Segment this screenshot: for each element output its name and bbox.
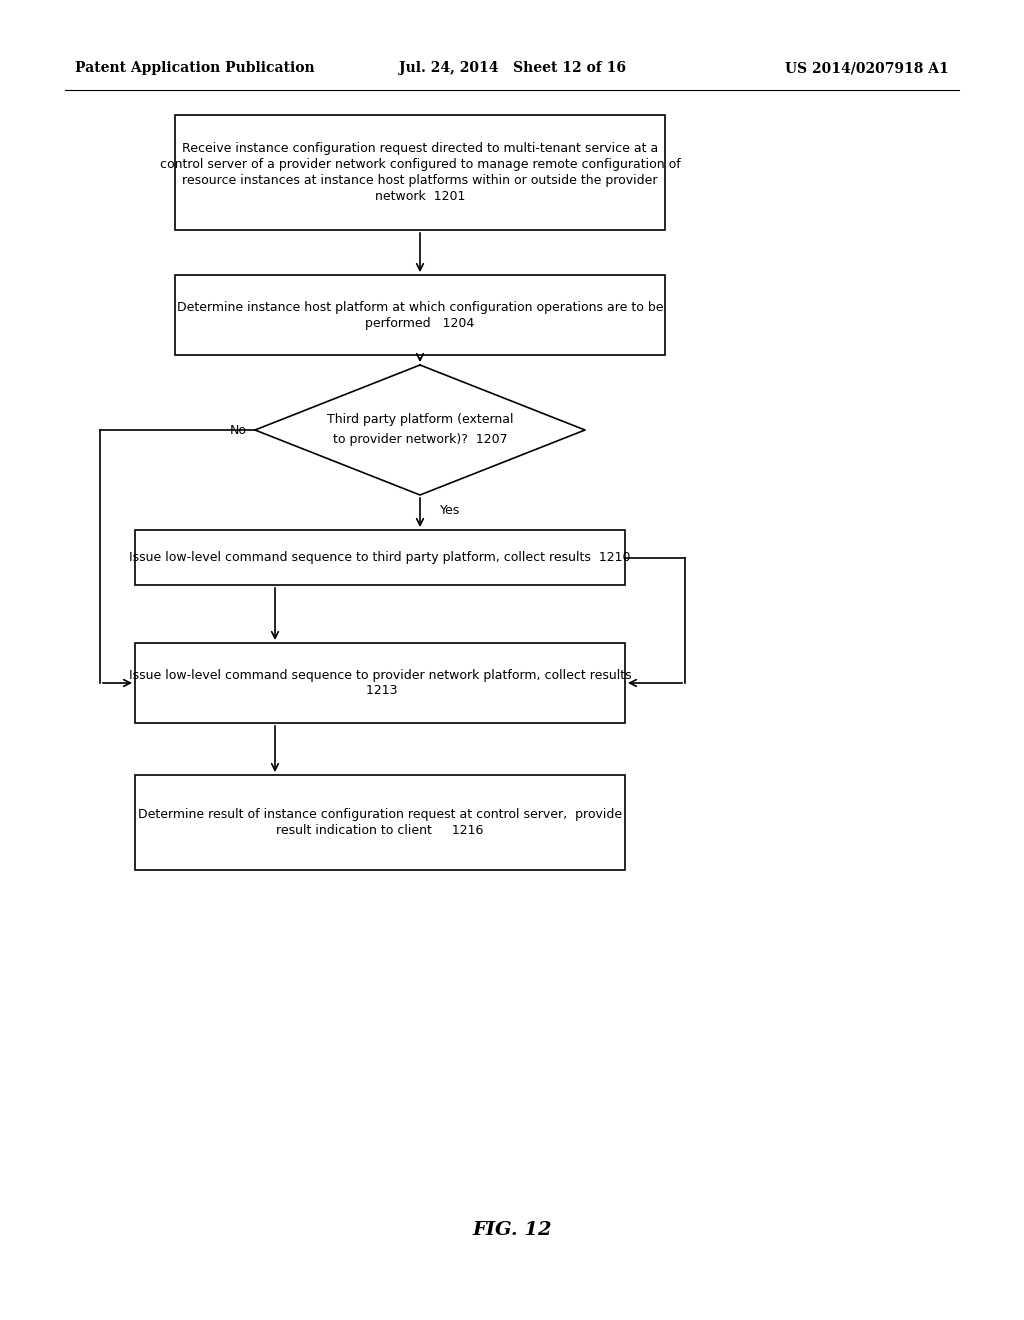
Text: 1213: 1213	[362, 685, 397, 697]
Bar	[135, 643, 625, 723]
Text: Issue low-level command sequence to third party platform, collect results  1210: Issue low-level command sequence to thir…	[129, 550, 631, 564]
Text: Receive instance configuration request directed to multi-tenant service at a: Receive instance configuration request d…	[182, 143, 658, 154]
Text: result indication to client     1216: result indication to client 1216	[276, 824, 483, 837]
Bar	[175, 275, 665, 355]
Bar	[135, 531, 625, 585]
Text: Yes: Yes	[440, 503, 460, 516]
Text: Determine result of instance configuration request at control server,  provide: Determine result of instance configurati…	[138, 808, 622, 821]
Text: US 2014/0207918 A1: US 2014/0207918 A1	[785, 61, 949, 75]
Text: to provider network)?  1207: to provider network)? 1207	[333, 433, 507, 446]
Text: resource instances at instance host platforms within or outside the provider: resource instances at instance host plat…	[182, 174, 657, 187]
Bar	[135, 775, 625, 870]
Text: performed   1204: performed 1204	[366, 317, 475, 330]
Text: Issue low-level command sequence to provider network platform, collect results: Issue low-level command sequence to prov…	[129, 668, 632, 681]
Text: FIG. 12: FIG. 12	[472, 1221, 552, 1239]
Text: network  1201: network 1201	[375, 190, 465, 203]
Text: Determine instance host platform at which configuration operations are to be: Determine instance host platform at whic…	[177, 301, 664, 314]
Text: Third party platform (external: Third party platform (external	[327, 413, 513, 426]
Text: control server of a provider network configured to manage remote configuration o: control server of a provider network con…	[160, 158, 680, 172]
Text: Patent Application Publication: Patent Application Publication	[75, 61, 314, 75]
Bar	[175, 115, 665, 230]
Text: Jul. 24, 2014   Sheet 12 of 16: Jul. 24, 2014 Sheet 12 of 16	[398, 61, 626, 75]
Text: No: No	[230, 424, 247, 437]
